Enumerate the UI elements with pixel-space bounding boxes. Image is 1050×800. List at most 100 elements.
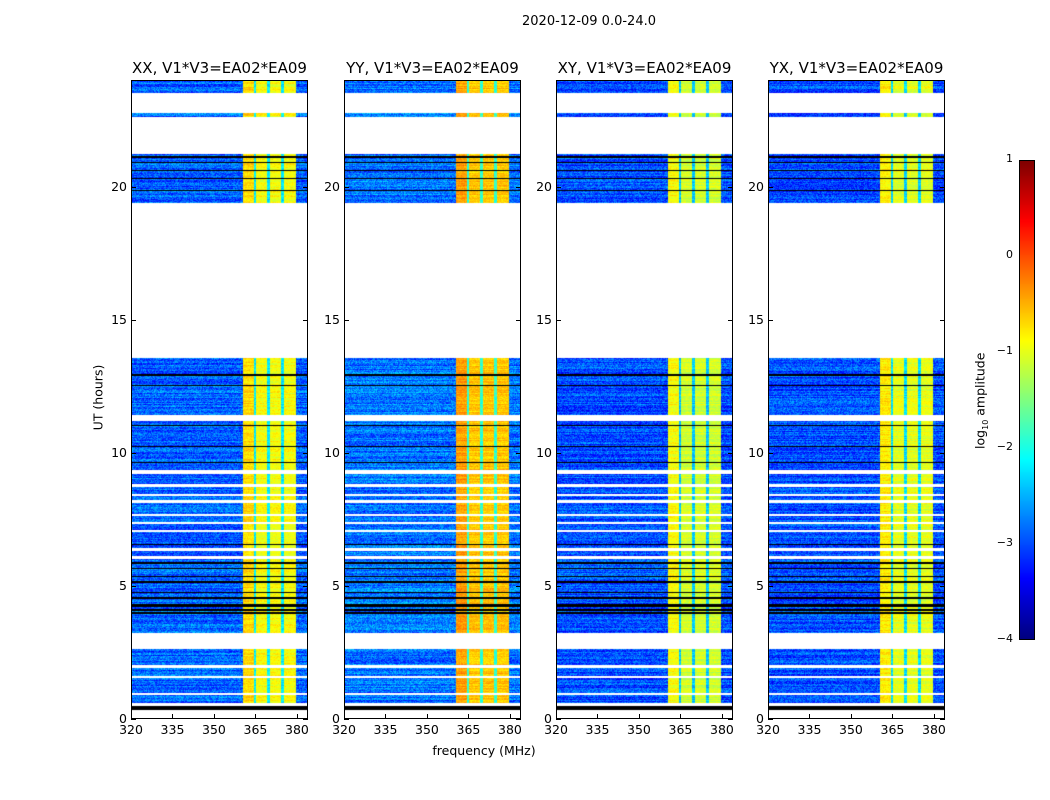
y-tick-mark [728, 452, 733, 454]
x-tick-label: 320 [119, 722, 143, 737]
heatmap-image [345, 81, 520, 718]
y-tick-mark [516, 719, 521, 720]
y-tick-label: 20 [111, 178, 127, 194]
panel-title: YX, V1*V3=EA02*EA09 [769, 59, 944, 77]
y-tick-label: 15 [748, 311, 764, 327]
y-tick-mark [303, 719, 308, 720]
y-tick-label: 15 [536, 311, 552, 327]
y-tick-mark [344, 585, 349, 587]
heatmap-image [769, 81, 944, 718]
y-tick-mark [344, 186, 349, 188]
x-tick-label: 350 [839, 722, 863, 737]
y-tick-mark [344, 452, 349, 454]
x-tick-mark [680, 714, 682, 719]
y-tick-label: 15 [324, 311, 340, 327]
y-tick-mark [728, 585, 733, 587]
heatmap-panel [768, 80, 945, 719]
y-tick-label: 10 [536, 444, 552, 460]
x-tick-label: 350 [415, 722, 439, 737]
y-tick-label: 20 [324, 178, 340, 194]
y-tick-mark [940, 585, 945, 587]
colorbar-tick-label: −3 [996, 536, 1013, 549]
x-tick-label: 335 [797, 722, 822, 737]
y-tick-mark [344, 719, 349, 720]
colorbar-tick-label: 0 [1006, 248, 1013, 261]
x-axis-label: frequency (MHz) [432, 743, 536, 758]
x-tick-label: 380 [498, 722, 522, 737]
x-tick-label: 365 [243, 722, 268, 737]
x-tick-mark [131, 714, 132, 719]
x-tick-label: 320 [332, 722, 356, 737]
y-tick-label: 0 [756, 711, 764, 726]
y-tick-mark [768, 719, 773, 720]
heatmap-image [132, 81, 307, 718]
x-tick-mark [933, 714, 935, 719]
heatmap-panel [344, 80, 521, 719]
y-tick-label: 10 [111, 444, 127, 460]
panel-title: XX, V1*V3=EA02*EA09 [132, 59, 307, 77]
y-tick-mark [768, 186, 773, 188]
x-tick-mark [255, 714, 257, 719]
x-tick-mark [172, 714, 174, 719]
panel-title: YY, V1*V3=EA02*EA09 [346, 59, 519, 77]
x-tick-mark [768, 714, 769, 719]
y-tick-mark [940, 186, 945, 188]
colorbar-tick-label: 1 [1006, 152, 1013, 165]
y-tick-mark [516, 319, 521, 321]
y-tick-mark [556, 719, 561, 720]
y-tick-mark [728, 186, 733, 188]
y-tick-label: 20 [536, 178, 552, 194]
heatmap-image [557, 81, 732, 718]
x-tick-mark [426, 714, 428, 719]
y-tick-mark [556, 585, 561, 587]
x-tick-mark [468, 714, 470, 719]
y-tick-mark [516, 452, 521, 454]
heatmap-panel [556, 80, 733, 719]
x-tick-label: 335 [160, 722, 185, 737]
y-tick-mark [303, 319, 308, 321]
x-tick-label: 320 [756, 722, 780, 737]
y-tick-mark [728, 319, 733, 321]
y-tick-mark [303, 585, 308, 587]
y-tick-mark [556, 452, 561, 454]
y-tick-mark [556, 186, 561, 188]
y-tick-mark [768, 452, 773, 454]
y-axis-label: UT (hours) [90, 364, 106, 431]
x-tick-mark [296, 714, 298, 719]
y-tick-mark [131, 452, 136, 454]
panel-title: XY, V1*V3=EA02*EA09 [557, 59, 732, 77]
x-tick-mark [597, 714, 599, 719]
y-tick-mark [768, 319, 773, 321]
y-tick-mark [940, 452, 945, 454]
colorbar [1019, 160, 1035, 640]
x-tick-mark [892, 714, 894, 719]
y-tick-label: 10 [324, 444, 340, 460]
y-tick-mark [131, 186, 136, 188]
x-tick-mark [213, 714, 215, 719]
x-tick-label: 365 [456, 722, 481, 737]
y-tick-label: 5 [756, 577, 764, 593]
y-tick-label: 5 [544, 577, 552, 593]
x-tick-mark [850, 714, 852, 719]
y-tick-label: 20 [748, 178, 764, 194]
y-tick-label: 15 [111, 311, 127, 327]
y-tick-mark [556, 319, 561, 321]
x-tick-mark [721, 714, 723, 719]
x-tick-label: 365 [880, 722, 905, 737]
y-tick-mark [344, 319, 349, 321]
y-tick-label: 0 [119, 711, 127, 726]
x-tick-label: 380 [710, 722, 734, 737]
y-tick-label: 10 [748, 444, 764, 460]
y-tick-label: 0 [332, 711, 340, 726]
x-tick-mark [509, 714, 511, 719]
y-tick-label: 5 [332, 577, 340, 593]
x-tick-label: 380 [285, 722, 309, 737]
y-tick-mark [131, 719, 136, 720]
y-tick-mark [303, 452, 308, 454]
y-tick-mark [768, 585, 773, 587]
x-tick-mark [344, 714, 345, 719]
y-tick-mark [516, 585, 521, 587]
y-tick-mark [940, 319, 945, 321]
x-tick-mark [385, 714, 387, 719]
